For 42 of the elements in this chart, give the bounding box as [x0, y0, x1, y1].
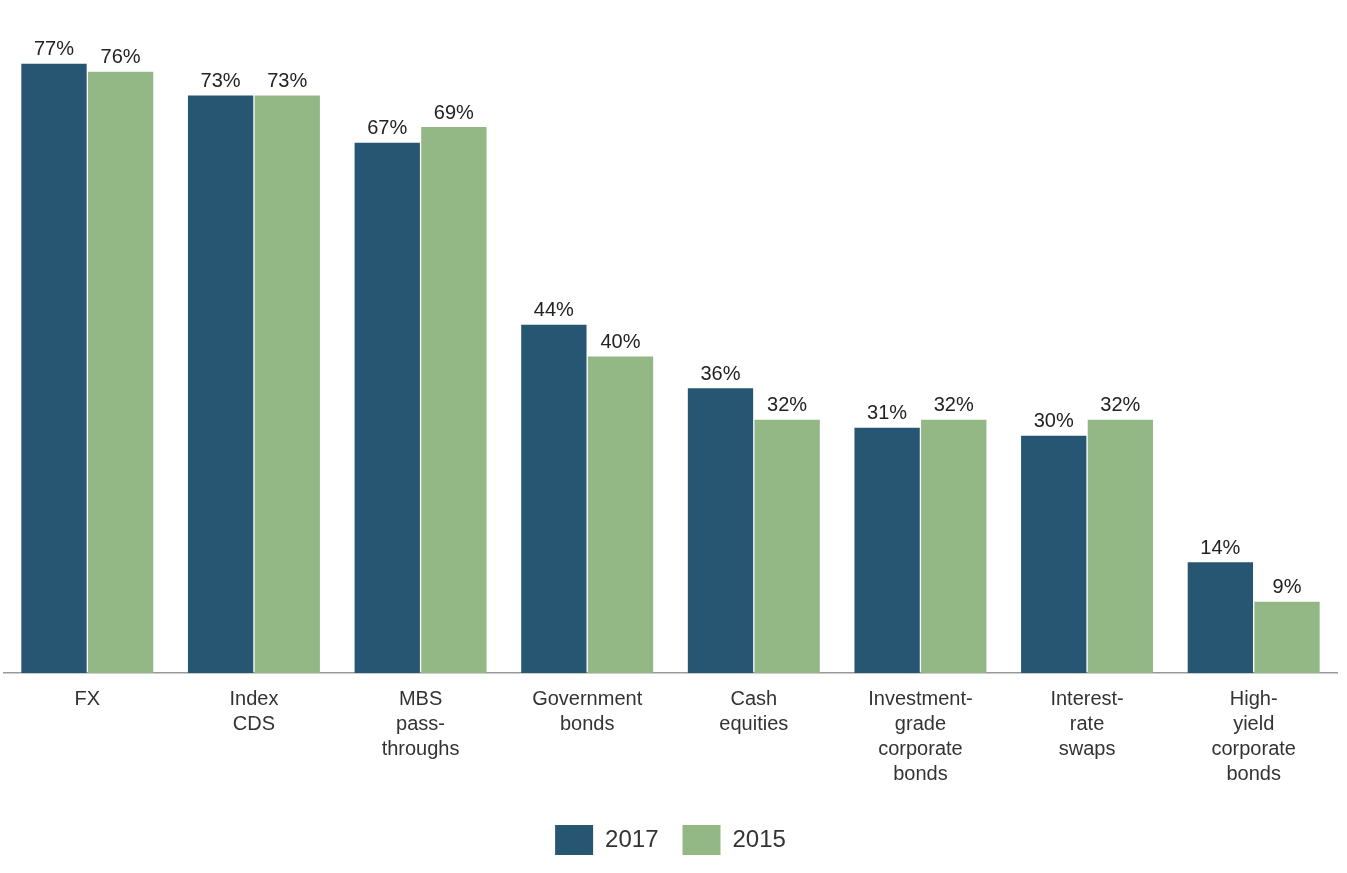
x-tick-label: FX: [74, 687, 101, 710]
data-label: 44%: [533, 298, 575, 321]
bar: [854, 427, 920, 673]
data-label: 32%: [1100, 393, 1141, 416]
data-label: 32%: [933, 393, 974, 416]
legend-label: 2017: [605, 824, 659, 852]
data-label: 76%: [100, 45, 141, 68]
data-label: 30%: [1033, 409, 1074, 432]
x-tick-label: Interest-rate swaps: [1050, 687, 1124, 760]
bar: [187, 95, 254, 673]
data-label: 14%: [1200, 535, 1241, 558]
bar: [1021, 435, 1087, 673]
bar: [521, 324, 587, 673]
data-label: 73%: [267, 68, 308, 91]
bar: [87, 71, 154, 673]
bar: [1087, 419, 1154, 673]
data-label: 31%: [867, 401, 908, 424]
data-label: 40%: [600, 330, 641, 353]
x-tick-label: Index CDS: [229, 687, 279, 735]
x-tick-label: Investment-grade corporate bonds: [868, 687, 973, 785]
bar: [1254, 601, 1320, 673]
bar: [921, 419, 987, 673]
data-label: 69%: [433, 100, 475, 123]
bar: [1187, 562, 1254, 673]
data-label: 67%: [367, 116, 408, 139]
x-tick-label: Government bonds: [532, 687, 643, 735]
data-label: 36%: [700, 361, 741, 384]
bar: [587, 356, 654, 673]
bar: [687, 388, 754, 673]
data-label: 77%: [33, 37, 75, 60]
x-tick-label: MBS pass-throughs: [381, 687, 460, 760]
data-label: 9%: [1272, 575, 1302, 598]
x-tick-label: High-yield corporate bonds: [1211, 687, 1296, 785]
bar: [254, 95, 320, 673]
legend-label: 2015: [732, 824, 786, 852]
data-label: 73%: [200, 68, 241, 91]
data-label: 32%: [767, 393, 808, 416]
bar: [421, 127, 487, 673]
bar: [354, 142, 420, 673]
bar: [21, 63, 87, 673]
bar: [754, 419, 820, 673]
x-tick-label: Cash equities: [719, 687, 789, 735]
